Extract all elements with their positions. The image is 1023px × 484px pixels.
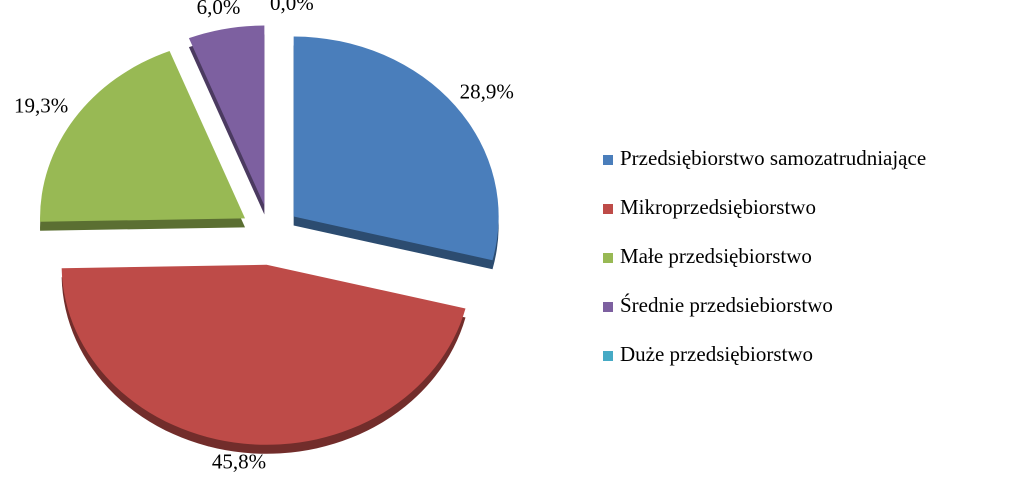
- legend: Przedsiębiorstwo samozatrudniające Mikrop…: [603, 146, 926, 366]
- value-label: 0,0%: [270, 0, 314, 15]
- value-label: 45,8%: [212, 449, 266, 473]
- legend-label: Średnie przedsiebiorstwo: [620, 293, 833, 317]
- legend-label: Mikroprzedsiębiorstwo: [620, 195, 816, 219]
- value-label: 28,9%: [460, 79, 514, 103]
- legend-swatch: [603, 204, 613, 214]
- legend-swatch: [603, 302, 613, 312]
- legend-label: Małe przedsiębiorstwo: [620, 244, 812, 268]
- value-labels: 28,9% 45,8% 19,3% 6,0% 0,0%: [14, 0, 514, 473]
- legend-swatch: [603, 253, 613, 263]
- pie-slice: [188, 25, 265, 206]
- legend-swatch: [603, 351, 613, 361]
- pie-slice: [293, 36, 499, 261]
- value-label: 6,0%: [197, 0, 241, 19]
- pie-slice: [40, 51, 246, 222]
- legend-swatch: [603, 155, 613, 165]
- legend-label: Duże przedsiębiorstwo: [620, 342, 813, 366]
- pie-slice: [61, 264, 466, 445]
- value-label: 19,3%: [14, 93, 68, 117]
- legend-label: Przedsiębiorstwo samozatrudniające: [620, 146, 926, 170]
- pie-slices: [40, 25, 499, 445]
